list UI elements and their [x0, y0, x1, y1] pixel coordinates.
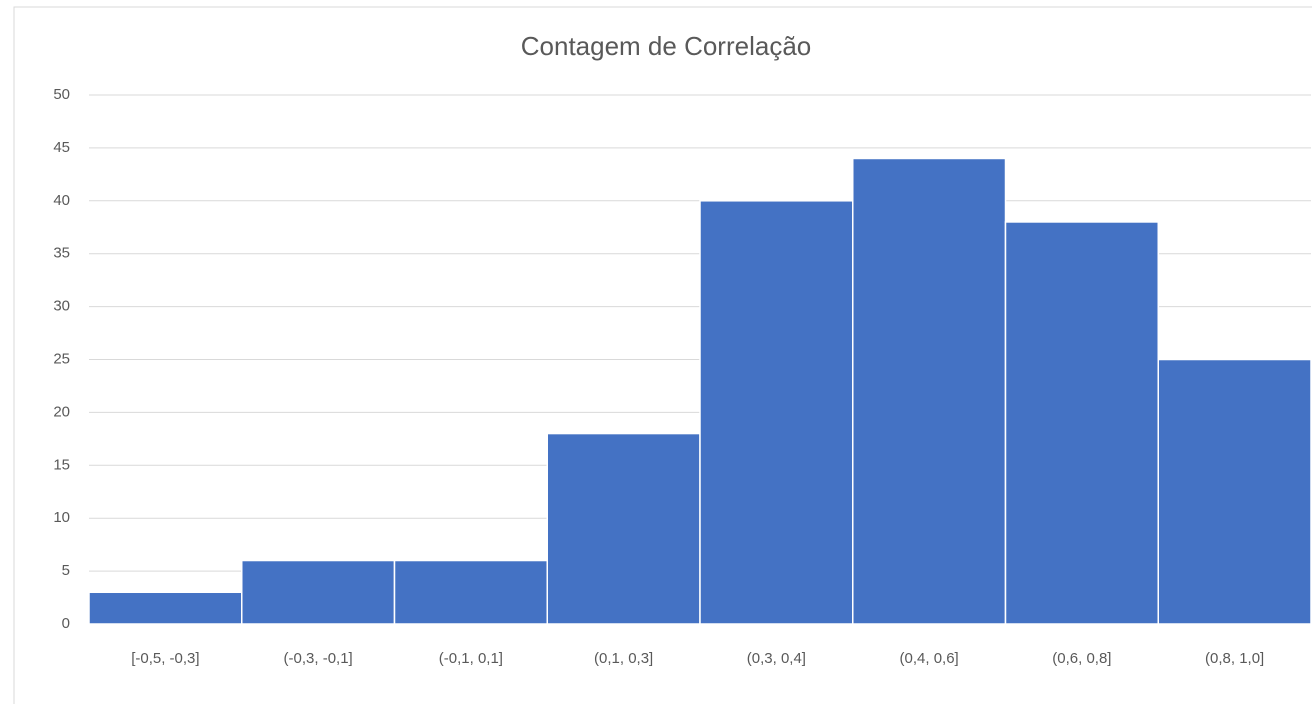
chart-frame — [13, 6, 1312, 709]
y-tick-label: 30 — [53, 298, 70, 315]
y-tick-label: 25 — [53, 350, 70, 367]
x-tick-label: (-0,3, -0,1] — [284, 650, 353, 667]
x-tick-label: (-0,1, 0,1] — [439, 650, 503, 667]
x-tick-label: (0,4, 0,6] — [900, 650, 959, 667]
bar — [1004, 221, 1159, 625]
x-tick-label: (0,6, 0,8] — [1052, 650, 1111, 667]
bar — [241, 559, 396, 625]
y-tick-label: 50 — [53, 86, 70, 103]
bar — [1157, 358, 1312, 625]
y-tick-label: 35 — [53, 245, 70, 262]
y-tick-label: 40 — [53, 192, 70, 209]
y-tick-label: 5 — [62, 562, 70, 579]
y-tick-label: 10 — [53, 509, 70, 526]
bar — [88, 591, 243, 625]
bar — [699, 200, 854, 625]
y-tick-label: 0 — [62, 615, 70, 632]
x-tick-label: (0,8, 1,0] — [1205, 650, 1264, 667]
y-tick-label: 20 — [53, 403, 70, 420]
x-tick-label: (0,3, 0,4] — [747, 650, 806, 667]
x-tick-label: (0,1, 0,3] — [594, 650, 653, 667]
y-tick-label: 15 — [53, 456, 70, 473]
bar — [393, 559, 548, 625]
x-tick-label: [-0,5, -0,3] — [131, 650, 199, 667]
bar — [546, 432, 701, 625]
chart-title: Contagem de Correlação — [521, 31, 812, 61]
y-tick-label: 45 — [53, 139, 70, 156]
bar — [852, 157, 1007, 625]
